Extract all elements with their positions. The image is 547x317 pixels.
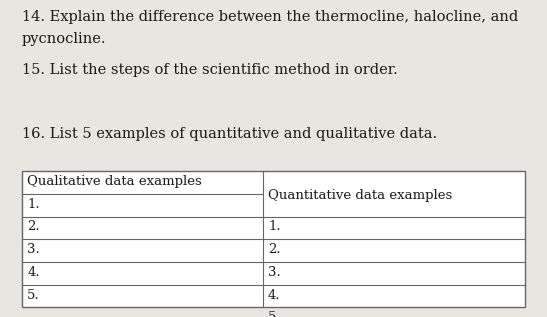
Text: 2.: 2. bbox=[268, 243, 281, 256]
Text: 14. Explain the difference between the thermocline, halocline, and: 14. Explain the difference between the t… bbox=[22, 10, 518, 23]
Text: 15. List the steps of the scientific method in order.: 15. List the steps of the scientific met… bbox=[22, 63, 398, 77]
Text: Qualitative data examples: Qualitative data examples bbox=[27, 175, 202, 188]
Text: 2.: 2. bbox=[27, 220, 40, 233]
Text: Quantitative data examples: Quantitative data examples bbox=[268, 189, 452, 202]
Text: 3.: 3. bbox=[27, 243, 40, 256]
Text: 5.: 5. bbox=[268, 311, 281, 317]
Text: 4.: 4. bbox=[27, 266, 40, 279]
Bar bbox=[22, 171, 525, 307]
Text: 1.: 1. bbox=[268, 220, 281, 233]
Text: pycnocline.: pycnocline. bbox=[22, 32, 106, 46]
Text: 1.: 1. bbox=[27, 198, 40, 211]
Text: 16. List 5 examples of quantitative and qualitative data.: 16. List 5 examples of quantitative and … bbox=[22, 127, 437, 141]
Text: 4.: 4. bbox=[268, 288, 281, 301]
Text: 5.: 5. bbox=[27, 288, 40, 301]
Text: 3.: 3. bbox=[268, 266, 281, 279]
